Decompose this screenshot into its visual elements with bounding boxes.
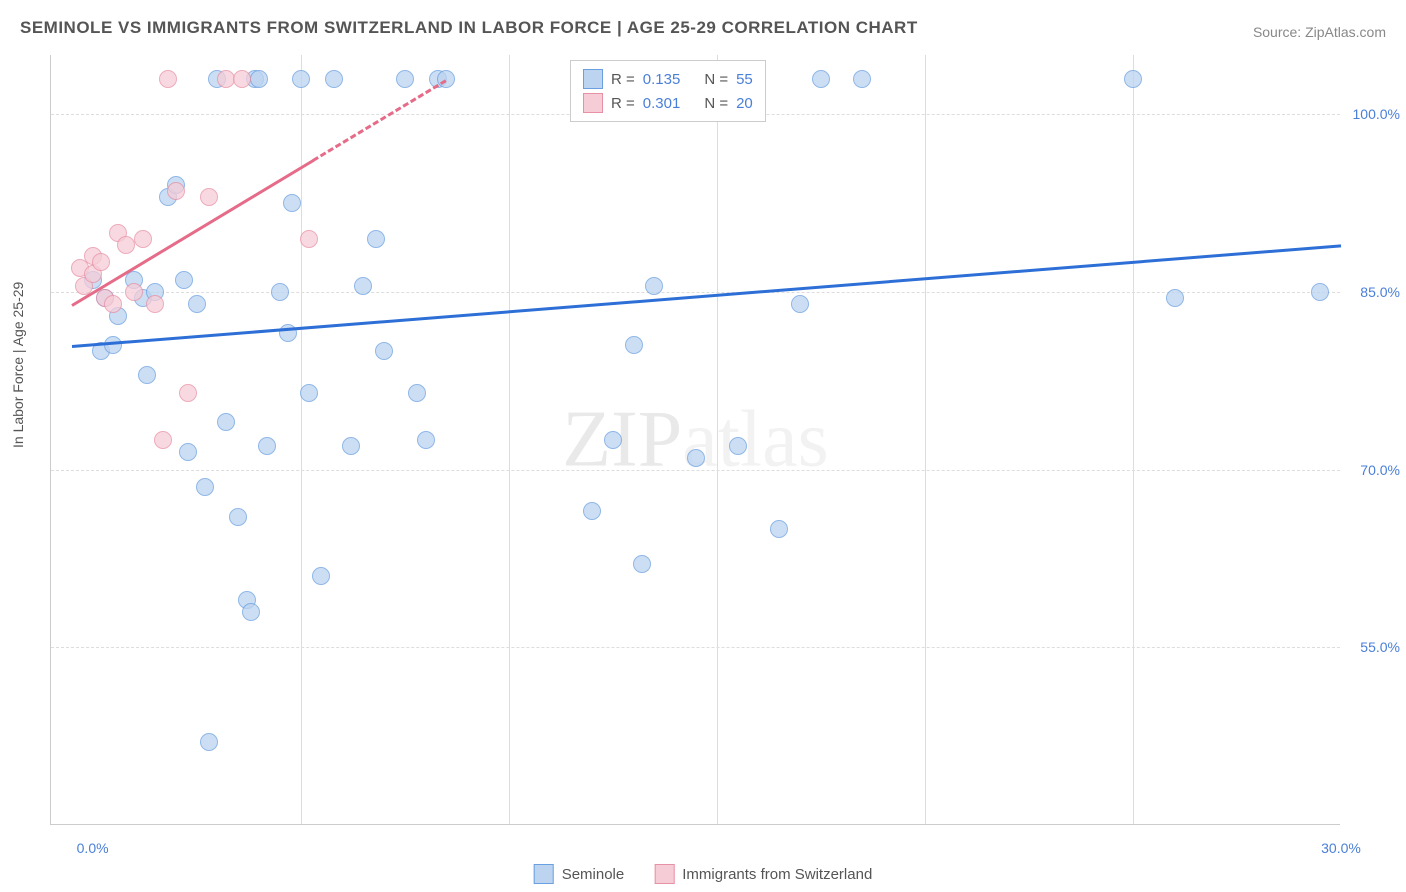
scatter-point — [633, 555, 651, 573]
stats-n-val-1: 20 — [736, 95, 753, 112]
scatter-point — [233, 70, 251, 88]
x-tick-label: 30.0% — [1321, 840, 1361, 856]
scatter-point — [325, 70, 343, 88]
scatter-point — [179, 443, 197, 461]
plot-area: ZIPatlas 55.0%70.0%85.0%100.0%0.0%30.0% — [50, 55, 1340, 825]
stats-box: R = 0.135 N = 55 R = 0.301 N = 20 — [570, 60, 766, 122]
scatter-point — [271, 283, 289, 301]
scatter-point — [104, 295, 122, 313]
scatter-point — [367, 230, 385, 248]
legend-swatch-0 — [534, 864, 554, 884]
scatter-point — [417, 431, 435, 449]
scatter-point — [342, 437, 360, 455]
scatter-point — [229, 508, 247, 526]
x-tick-label: 0.0% — [77, 840, 109, 856]
scatter-point — [138, 366, 156, 384]
legend-label-0: Seminole — [562, 866, 625, 883]
scatter-point — [134, 230, 152, 248]
gridline-v — [925, 55, 926, 824]
trend-line — [312, 79, 447, 162]
y-tick-label: 85.0% — [1345, 284, 1400, 300]
scatter-point — [283, 194, 301, 212]
scatter-point — [812, 70, 830, 88]
scatter-point — [1124, 70, 1142, 88]
scatter-point — [242, 603, 260, 621]
gridline-v — [301, 55, 302, 824]
stats-n-label-0: N = — [704, 71, 728, 88]
chart-container: SEMINOLE VS IMMIGRANTS FROM SWITZERLAND … — [0, 0, 1406, 892]
gridline-v — [717, 55, 718, 824]
scatter-point — [408, 384, 426, 402]
gridline-h — [51, 470, 1340, 471]
scatter-point — [125, 283, 143, 301]
gridline-v — [1133, 55, 1134, 824]
legend-swatch-1 — [654, 864, 674, 884]
bottom-legend: Seminole Immigrants from Switzerland — [534, 864, 873, 884]
stats-n-val-0: 55 — [736, 71, 753, 88]
scatter-point — [687, 449, 705, 467]
legend-item-0: Seminole — [534, 864, 625, 884]
scatter-point — [188, 295, 206, 313]
stats-r-val-1: 0.301 — [643, 95, 681, 112]
scatter-point — [770, 520, 788, 538]
scatter-point — [1166, 289, 1184, 307]
scatter-point — [791, 295, 809, 313]
scatter-point — [645, 277, 663, 295]
scatter-point — [312, 567, 330, 585]
stats-row-1: R = 0.301 N = 20 — [583, 91, 753, 115]
scatter-point — [167, 182, 185, 200]
scatter-point — [258, 437, 276, 455]
y-axis-label: In Labor Force | Age 25-29 — [10, 282, 26, 448]
stats-r-label-0: R = — [611, 71, 635, 88]
y-tick-label: 70.0% — [1345, 462, 1400, 478]
scatter-point — [250, 70, 268, 88]
scatter-point — [292, 70, 310, 88]
watermark: ZIPatlas — [562, 394, 829, 485]
chart-title: SEMINOLE VS IMMIGRANTS FROM SWITZERLAND … — [20, 18, 918, 38]
scatter-point — [300, 230, 318, 248]
scatter-point — [354, 277, 372, 295]
scatter-point — [375, 342, 393, 360]
source-attribution: Source: ZipAtlas.com — [1253, 24, 1386, 40]
legend-label-1: Immigrants from Switzerland — [682, 866, 872, 883]
scatter-point — [179, 384, 197, 402]
scatter-point — [604, 431, 622, 449]
scatter-point — [146, 295, 164, 313]
legend-item-1: Immigrants from Switzerland — [654, 864, 872, 884]
scatter-point — [217, 70, 235, 88]
scatter-point — [159, 70, 177, 88]
scatter-point — [217, 413, 235, 431]
scatter-point — [1311, 283, 1329, 301]
scatter-point — [154, 431, 172, 449]
stats-r-val-0: 0.135 — [643, 71, 681, 88]
stats-n-label-1: N = — [704, 95, 728, 112]
scatter-point — [396, 70, 414, 88]
scatter-point — [853, 70, 871, 88]
stats-swatch-0 — [583, 69, 603, 89]
scatter-point — [92, 253, 110, 271]
stats-r-label-1: R = — [611, 95, 635, 112]
y-tick-label: 55.0% — [1345, 639, 1400, 655]
stats-row-0: R = 0.135 N = 55 — [583, 67, 753, 91]
y-tick-label: 100.0% — [1345, 106, 1400, 122]
scatter-point — [625, 336, 643, 354]
scatter-point — [200, 188, 218, 206]
scatter-point — [196, 478, 214, 496]
trend-line — [72, 245, 1341, 349]
gridline-h — [51, 647, 1340, 648]
scatter-point — [175, 271, 193, 289]
gridline-v — [509, 55, 510, 824]
gridline-h — [51, 292, 1340, 293]
scatter-point — [583, 502, 601, 520]
scatter-point — [300, 384, 318, 402]
stats-swatch-1 — [583, 93, 603, 113]
scatter-point — [729, 437, 747, 455]
scatter-point — [117, 236, 135, 254]
scatter-point — [200, 733, 218, 751]
